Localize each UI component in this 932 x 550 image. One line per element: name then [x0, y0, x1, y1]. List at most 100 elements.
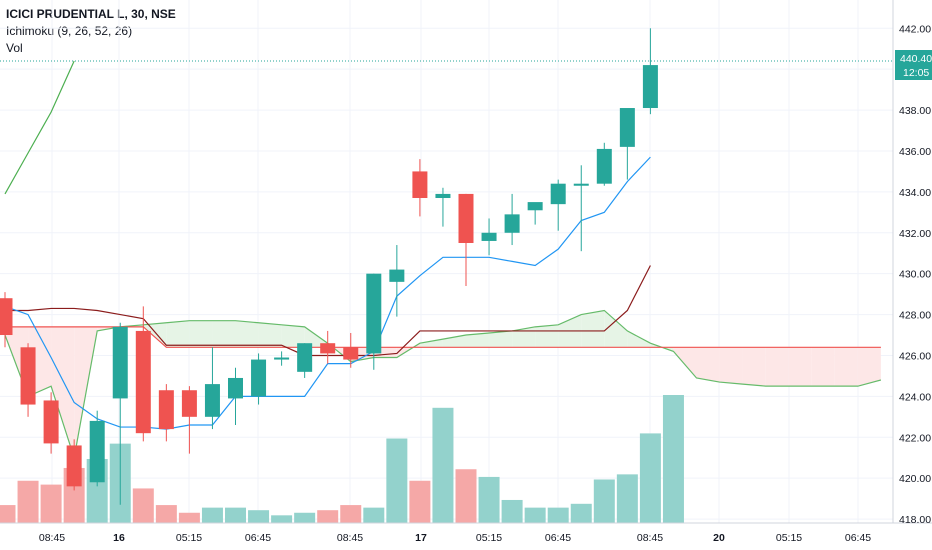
ichimoku-cloud — [5, 310, 881, 458]
volume-bar — [17, 480, 39, 523]
cloud-segment — [788, 347, 812, 387]
candle-body — [527, 202, 543, 211]
cloud-segment — [604, 310, 628, 348]
candle-body — [458, 193, 474, 243]
volume-bar — [363, 507, 385, 523]
volume-bar — [132, 488, 154, 523]
price-badge-countdown: 12:05 — [903, 67, 929, 79]
price-badge-box — [895, 50, 932, 80]
candle-body — [412, 171, 428, 199]
candle-body — [135, 330, 151, 434]
x-tick-label: 08:45 — [637, 532, 663, 544]
volume-bar — [201, 507, 223, 523]
y-tick-label: 428.00 — [899, 310, 931, 322]
candle-body — [320, 343, 336, 354]
candle-body — [89, 420, 105, 483]
candle-body — [389, 269, 405, 282]
x-tick-label: 20 — [713, 532, 725, 544]
volume-bar — [0, 505, 16, 523]
x-tick-label: 06:45 — [845, 532, 871, 544]
cloud-segment — [581, 310, 605, 348]
candle-body — [43, 400, 59, 444]
candle-body — [481, 232, 497, 241]
x-tick-label: 05:15 — [176, 532, 202, 544]
candle-body — [251, 359, 267, 397]
cloud-segment — [212, 320, 236, 348]
candle-body — [550, 183, 566, 205]
y-tick-label: 432.00 — [899, 228, 931, 240]
price-badge-value: 440.40 — [900, 53, 932, 65]
cloud-segment — [258, 322, 282, 348]
cloud-segment — [235, 320, 259, 348]
x-tick-label: 05:15 — [776, 532, 802, 544]
x-tick-label: 06:45 — [545, 532, 571, 544]
candle-body — [274, 357, 290, 360]
cloud-segment — [304, 326, 328, 348]
candle-body — [435, 193, 451, 199]
volume-bar — [616, 474, 638, 523]
cloud-segment — [281, 324, 305, 348]
cloud-segment — [512, 326, 536, 348]
x-tick-label: 08:45 — [337, 532, 363, 544]
y-tick-label: 436.00 — [899, 146, 931, 158]
y-tick-label: 422.00 — [899, 432, 931, 444]
cloud-segment — [719, 347, 743, 385]
leading-span-a-line — [4, 309, 882, 458]
volume-bar — [409, 480, 431, 523]
cloud-segment — [489, 330, 513, 348]
candle-body — [158, 390, 174, 430]
leading-span-b-line — [5, 326, 881, 348]
volume-bar — [271, 515, 293, 523]
y-tick-label: 434.00 — [899, 187, 931, 199]
candle-body — [504, 214, 520, 233]
candlesticks — [0, 28, 658, 505]
y-tick-label: 420.00 — [899, 473, 931, 485]
volume-indicator-label[interactable]: Vol — [6, 41, 23, 55]
y-tick-label: 418.00 — [899, 514, 931, 526]
cloud-segment — [51, 326, 75, 458]
price-badge: 440.40 12:05 — [895, 50, 932, 80]
cloud-segment — [765, 347, 789, 387]
candle-body — [297, 343, 313, 372]
cloud-segment — [834, 347, 858, 387]
candle-body — [20, 347, 36, 405]
volume-bar — [294, 512, 316, 523]
volume-bar — [432, 407, 454, 523]
ichimoku-indicator-label[interactable]: Ichimoku (9, 26, 52, 26) — [6, 24, 133, 38]
y-tick-label: 426.00 — [899, 350, 931, 362]
cloud-segment — [742, 347, 766, 387]
cloud-segment — [419, 339, 443, 348]
volume-bar — [386, 438, 408, 523]
cloud-segment — [696, 347, 720, 383]
cloud-segment — [857, 347, 881, 387]
cloud-segment — [189, 320, 213, 348]
candle-body — [204, 384, 220, 417]
volume-bar — [317, 510, 339, 523]
candle-body — [0, 298, 13, 336]
volume-bar — [248, 510, 270, 523]
candle-body — [66, 445, 82, 487]
candle-body — [112, 326, 128, 399]
volume-bar — [639, 433, 661, 523]
cloud-segment — [143, 322, 167, 348]
cloud-segment — [627, 330, 651, 348]
volume-bar — [178, 512, 200, 523]
volume-bar — [593, 479, 615, 523]
chart-legend: ICICI PRUDENTIAL L, 30, NSE Ichimoku (9,… — [6, 6, 176, 57]
x-tick-label: 06:45 — [245, 532, 271, 544]
volume-bar — [501, 499, 523, 523]
symbol-title[interactable]: ICICI PRUDENTIAL L, 30, NSE — [6, 7, 176, 21]
volume-bar — [547, 507, 569, 523]
volume-bar — [570, 503, 592, 523]
y-tick-label: 442.00 — [899, 23, 931, 35]
candle-body — [619, 108, 635, 147]
volume-bar — [524, 507, 546, 523]
lagging-span-line — [4, 60, 75, 195]
volume-bar — [40, 484, 62, 523]
candle-body — [343, 347, 359, 360]
candle-body — [573, 183, 589, 186]
volume-bar — [225, 507, 246, 523]
y-tick-label: 424.00 — [899, 391, 931, 403]
